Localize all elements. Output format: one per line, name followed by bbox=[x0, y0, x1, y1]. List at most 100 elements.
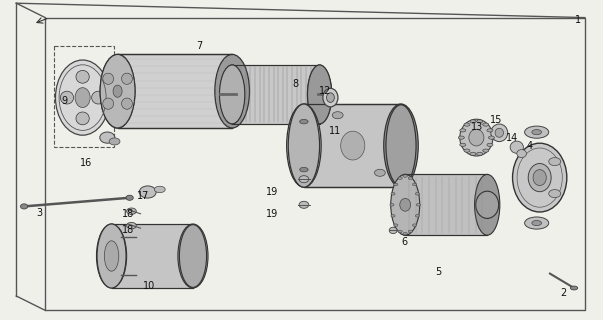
Bar bbox=[405, 174, 487, 235]
Ellipse shape bbox=[76, 112, 89, 125]
Ellipse shape bbox=[97, 224, 126, 288]
Text: 6: 6 bbox=[401, 236, 407, 247]
Text: 15: 15 bbox=[490, 115, 502, 125]
Text: 18: 18 bbox=[122, 225, 134, 236]
Text: 11: 11 bbox=[329, 125, 341, 136]
Ellipse shape bbox=[113, 85, 122, 97]
Ellipse shape bbox=[459, 143, 466, 147]
Ellipse shape bbox=[220, 65, 244, 124]
Ellipse shape bbox=[75, 88, 90, 108]
Ellipse shape bbox=[398, 230, 402, 233]
Ellipse shape bbox=[394, 183, 398, 186]
Ellipse shape bbox=[495, 128, 504, 137]
Text: 4: 4 bbox=[526, 140, 532, 151]
Ellipse shape bbox=[393, 174, 418, 235]
Ellipse shape bbox=[327, 93, 334, 102]
Bar bbox=[304, 104, 401, 187]
Text: 7: 7 bbox=[196, 41, 202, 52]
Ellipse shape bbox=[104, 241, 119, 271]
Ellipse shape bbox=[470, 120, 476, 123]
Ellipse shape bbox=[464, 149, 470, 152]
Ellipse shape bbox=[532, 220, 541, 226]
Ellipse shape bbox=[549, 189, 561, 198]
Ellipse shape bbox=[215, 54, 250, 128]
Bar bbox=[54, 46, 114, 147]
Ellipse shape bbox=[483, 123, 489, 126]
Ellipse shape bbox=[308, 65, 332, 124]
Ellipse shape bbox=[391, 174, 420, 235]
Ellipse shape bbox=[477, 152, 483, 156]
Ellipse shape bbox=[384, 104, 418, 187]
Text: 13: 13 bbox=[472, 122, 484, 132]
Text: 18: 18 bbox=[122, 209, 134, 219]
Ellipse shape bbox=[300, 119, 308, 124]
Ellipse shape bbox=[400, 198, 411, 211]
Ellipse shape bbox=[528, 164, 551, 192]
Ellipse shape bbox=[517, 150, 526, 158]
Ellipse shape bbox=[179, 225, 206, 287]
Ellipse shape bbox=[476, 191, 499, 218]
Ellipse shape bbox=[408, 177, 412, 180]
Ellipse shape bbox=[475, 174, 500, 235]
Ellipse shape bbox=[477, 120, 483, 123]
Ellipse shape bbox=[391, 214, 395, 217]
Ellipse shape bbox=[510, 141, 523, 153]
Ellipse shape bbox=[323, 88, 338, 107]
Ellipse shape bbox=[390, 204, 394, 206]
Ellipse shape bbox=[154, 186, 165, 193]
Ellipse shape bbox=[60, 91, 74, 104]
Ellipse shape bbox=[299, 201, 309, 208]
Ellipse shape bbox=[513, 143, 567, 212]
Ellipse shape bbox=[408, 230, 412, 233]
Bar bbox=[232, 65, 320, 124]
Ellipse shape bbox=[525, 217, 549, 229]
Ellipse shape bbox=[127, 208, 136, 214]
Ellipse shape bbox=[55, 60, 110, 135]
Ellipse shape bbox=[469, 129, 484, 146]
Ellipse shape bbox=[525, 126, 549, 138]
Ellipse shape bbox=[122, 73, 133, 84]
Ellipse shape bbox=[391, 193, 395, 195]
Ellipse shape bbox=[96, 224, 127, 288]
Text: 19: 19 bbox=[267, 187, 279, 197]
Ellipse shape bbox=[386, 105, 416, 186]
Ellipse shape bbox=[109, 138, 120, 145]
Text: 3: 3 bbox=[36, 208, 42, 218]
Ellipse shape bbox=[403, 175, 408, 177]
Ellipse shape bbox=[286, 104, 321, 187]
Ellipse shape bbox=[100, 54, 135, 128]
Ellipse shape bbox=[570, 286, 578, 290]
Ellipse shape bbox=[99, 132, 115, 143]
Ellipse shape bbox=[464, 123, 470, 126]
Ellipse shape bbox=[103, 73, 113, 84]
Bar bbox=[112, 224, 193, 288]
Ellipse shape bbox=[398, 177, 402, 180]
Ellipse shape bbox=[487, 143, 493, 147]
Ellipse shape bbox=[219, 65, 245, 124]
Ellipse shape bbox=[92, 91, 105, 104]
Ellipse shape bbox=[103, 98, 113, 109]
Ellipse shape bbox=[300, 167, 308, 172]
Text: 8: 8 bbox=[292, 79, 298, 89]
Text: 17: 17 bbox=[137, 191, 149, 201]
Text: 14: 14 bbox=[507, 132, 519, 143]
Ellipse shape bbox=[332, 112, 343, 119]
Ellipse shape bbox=[412, 183, 417, 186]
Ellipse shape bbox=[415, 193, 420, 195]
Ellipse shape bbox=[532, 130, 541, 135]
Text: 2: 2 bbox=[561, 288, 567, 298]
Ellipse shape bbox=[403, 232, 408, 235]
Bar bbox=[118, 54, 232, 128]
Ellipse shape bbox=[533, 170, 546, 186]
Text: 10: 10 bbox=[144, 281, 156, 292]
Ellipse shape bbox=[76, 70, 89, 83]
Text: 19: 19 bbox=[267, 209, 279, 219]
Ellipse shape bbox=[549, 158, 561, 166]
Ellipse shape bbox=[488, 136, 494, 139]
Ellipse shape bbox=[415, 214, 420, 217]
Ellipse shape bbox=[341, 131, 365, 160]
Ellipse shape bbox=[122, 98, 133, 109]
Ellipse shape bbox=[459, 119, 493, 156]
Text: 5: 5 bbox=[435, 267, 441, 277]
Ellipse shape bbox=[483, 149, 489, 152]
